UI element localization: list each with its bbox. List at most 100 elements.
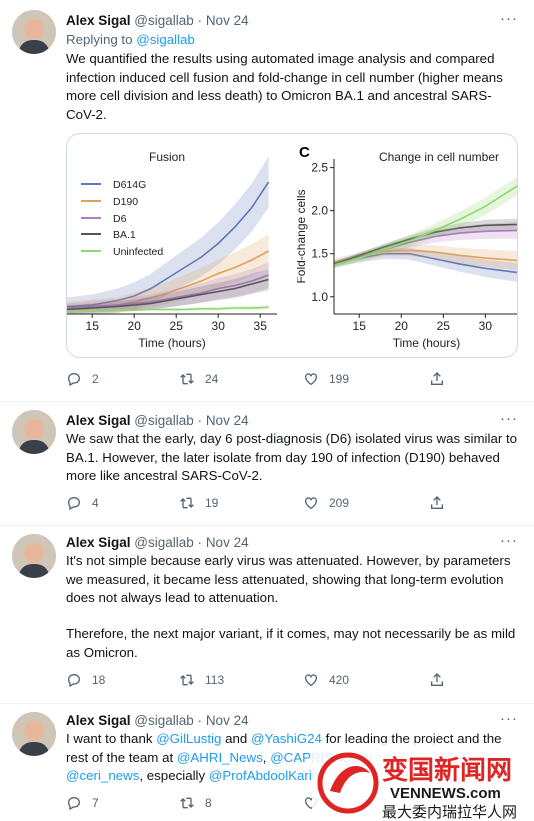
band-BA.1 xyxy=(67,268,269,314)
tweet-actions: 2 24 199 xyxy=(66,371,466,391)
more-options-icon[interactable]: ··· xyxy=(500,410,518,427)
avatar[interactable] xyxy=(12,10,56,54)
retweet-icon xyxy=(180,797,194,809)
separator: · xyxy=(197,13,203,28)
author-handle[interactable]: @sigallab xyxy=(134,413,194,428)
y-axis-label: Fold-change cells xyxy=(297,189,308,283)
reply-button[interactable]: 4 xyxy=(66,495,99,511)
line-BA.1 xyxy=(67,278,269,311)
tweet-date[interactable]: Nov 24 xyxy=(205,413,249,428)
heart-icon xyxy=(305,373,317,386)
reply-button[interactable]: 18 xyxy=(66,672,105,688)
share-button[interactable] xyxy=(429,495,445,511)
fusion-chart: 15 20 25 30 35 Time (hours) Fusion D614G D190 D6 B… xyxy=(67,150,277,350)
avatar[interactable] xyxy=(12,712,56,756)
mention-link[interactable]: @YashiG24 xyxy=(251,731,322,746)
watermark-cn-name: 变国新闻网 xyxy=(382,755,512,786)
tweet-3[interactable]: Alex Sigal @sigallab · Nov 24 ··· It's n… xyxy=(0,526,534,704)
mention-link[interactable]: @ProfAbdoolKarim xyxy=(208,768,323,783)
mention-link[interactable]: @ceri_news xyxy=(66,768,140,783)
retweet-button[interactable]: 8 xyxy=(179,795,212,811)
separator: · xyxy=(197,413,203,428)
band-D6 xyxy=(334,222,517,268)
watermark: 变国新闻网 VENNEWS.com 最大委内瑞拉华人网 xyxy=(312,743,534,821)
retweet-button[interactable]: 19 xyxy=(179,495,218,511)
retweet-button[interactable]: 24 xyxy=(179,371,218,387)
x-tick-label: 35 xyxy=(254,319,268,333)
author-name[interactable]: Alex Sigal xyxy=(66,413,131,428)
x-tick-label: 25 xyxy=(437,319,451,333)
avatar[interactable] xyxy=(12,534,56,578)
replying-to: Replying to @sigallab xyxy=(66,31,518,50)
line-D6 xyxy=(67,274,269,309)
more-options-icon[interactable]: ··· xyxy=(500,710,518,727)
author-handle[interactable]: @sigallab xyxy=(134,713,194,728)
y-tick-label: 2.5 xyxy=(311,161,328,175)
tweet-2[interactable]: Alex Sigal @sigallab · Nov 24 ··· We saw… xyxy=(0,402,534,526)
tweet-date[interactable]: Nov 24 xyxy=(205,535,249,550)
replying-handle-link[interactable]: @sigallab xyxy=(136,32,195,47)
avatar[interactable] xyxy=(12,410,56,454)
share-icon xyxy=(431,372,443,385)
reply-icon xyxy=(67,673,81,688)
legend-label-Uninfected: Uninfected xyxy=(113,246,163,258)
mention-link[interactable]: @AHRI_News xyxy=(176,749,263,765)
author-handle[interactable]: @sigallab xyxy=(134,13,194,28)
tweet-1[interactable]: Alex Sigal @sigallab · Nov 24 ··· Replyi… xyxy=(0,0,534,402)
x-tick-label: 20 xyxy=(128,319,142,333)
heart-icon xyxy=(305,674,317,687)
like-button[interactable]: 209 xyxy=(303,495,349,511)
text-segment: I want to thank xyxy=(66,731,157,746)
text-segment: for leading the project and the rest of … xyxy=(66,731,502,765)
more-options-icon[interactable]: ··· xyxy=(500,532,518,549)
watermark-domain: VENNEWS.com xyxy=(390,785,501,802)
tweet-text: We quantified the results using automate… xyxy=(66,51,503,122)
like-count: 209 xyxy=(329,496,350,510)
x-tick-label: 15 xyxy=(353,319,367,333)
figure-card[interactable]: 15 20 25 30 35 Time (hours) Fusion D614G D190 D6 B… xyxy=(66,133,518,358)
tweet-text-paragraph-1: It's not simple because early virus was … xyxy=(66,553,511,605)
watermark-logo: 变国新闻网 VENNEWS.com 最大委内瑞拉华人网 xyxy=(317,752,517,821)
retweet-icon xyxy=(180,497,194,509)
separator: · xyxy=(197,535,203,550)
share-icon xyxy=(431,673,443,686)
retweet-count: 8 xyxy=(205,796,212,810)
cell-number-chart: 15 20 25 30 1.0 1.5 2.0 2.5 Time (hours) Fold-cha… xyxy=(297,144,517,350)
more-options-icon[interactable]: ··· xyxy=(500,10,518,27)
author-name[interactable]: Alex Sigal xyxy=(66,13,131,28)
like-button[interactable]: 199 xyxy=(303,371,349,387)
retweet-icon xyxy=(180,674,194,686)
share-button[interactable] xyxy=(429,672,445,688)
tweet-date[interactable]: Nov 24 xyxy=(205,13,249,28)
x-tick-label: 15 xyxy=(86,319,100,333)
x-tick-label: 20 xyxy=(395,319,409,333)
line-Uninfected xyxy=(67,306,269,312)
replying-prefix: Replying to xyxy=(66,32,137,47)
tweet-actions: 4 19 209 xyxy=(66,495,466,515)
reply-button[interactable]: 2 xyxy=(66,371,99,387)
tweet-date[interactable]: Nov 24 xyxy=(205,713,249,728)
tweet-text-paragraph-2: Therefore, the next major variant, if it… xyxy=(66,626,516,660)
mention-link[interactable]: @GilLustig xyxy=(156,731,222,746)
retweet-count: 19 xyxy=(205,496,219,510)
tweet-text: We saw that the early, day 6 post-diagno… xyxy=(66,431,518,483)
tweet-header: Alex Sigal @sigallab · Nov 24 xyxy=(66,534,249,552)
author-handle[interactable]: @sigallab xyxy=(134,535,194,550)
author-name[interactable]: Alex Sigal xyxy=(66,535,131,550)
x-axis-label: Time (hours) xyxy=(393,336,461,350)
tweet-4[interactable]: Alex Sigal @sigallab · Nov 24 ··· I want… xyxy=(0,704,534,821)
share-button[interactable] xyxy=(429,371,445,387)
legend-label-D190: D190 xyxy=(113,196,138,208)
retweet-button[interactable]: 113 xyxy=(179,672,224,688)
chart-title: Change in cell number xyxy=(379,150,499,164)
author-name[interactable]: Alex Sigal xyxy=(66,713,131,728)
text-segment: , xyxy=(262,749,271,765)
like-count: 420 xyxy=(329,673,350,687)
reply-button[interactable]: 7 xyxy=(66,795,99,811)
like-count: 199 xyxy=(329,372,350,386)
retweet-icon xyxy=(180,373,194,385)
tweet-text: I want to thank @GilLustig and @YashiG24… xyxy=(66,730,518,786)
retweet-count: 24 xyxy=(205,372,219,386)
legend-label-BA.1: BA.1 xyxy=(113,229,136,241)
like-button[interactable]: 420 xyxy=(303,672,349,688)
